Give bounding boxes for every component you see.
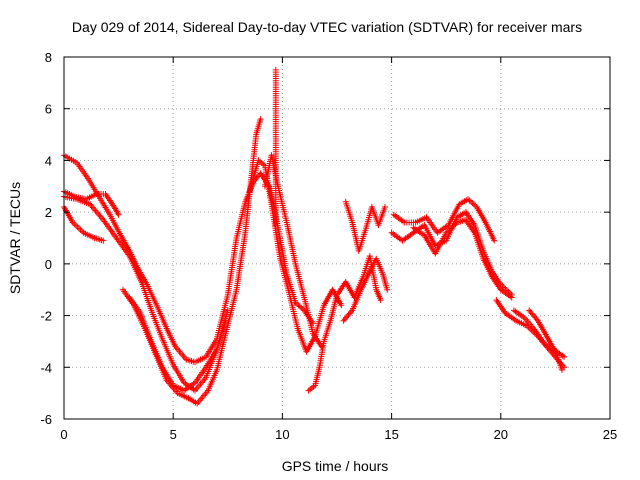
series-track-spike (272, 66, 279, 229)
series-track-n (410, 216, 515, 301)
x-axis-label: GPS time / hours (282, 458, 389, 474)
series-track-j (340, 255, 391, 324)
x-tick-label: 25 (603, 427, 617, 442)
y-tick-label: -4 (40, 360, 52, 375)
plot-frame (63, 56, 611, 420)
data-points (61, 66, 568, 407)
x-tick-label: 20 (494, 427, 508, 442)
y-axis-ticks: -6 -4 -2 0 2 4 6 8 (40, 50, 610, 427)
x-tick-label: 0 (60, 427, 67, 442)
x-tick-label: 10 (275, 427, 289, 442)
series-track-i (305, 253, 384, 394)
series-track-c (61, 204, 107, 244)
y-axis-label: SDTVAR / TECUs (7, 182, 23, 294)
x-tick-label: 15 (384, 427, 398, 442)
y-tick-label: 8 (45, 50, 52, 65)
marker-trace (61, 204, 107, 244)
chart-title: Day 029 of 2014, Sidereal Day-to-day VTE… (72, 19, 582, 35)
y-tick-label: 4 (45, 153, 52, 168)
y-tick-label: 6 (45, 102, 52, 117)
x-tick-label: 5 (170, 427, 177, 442)
y-tick-label: -6 (40, 412, 52, 427)
series-track-k (342, 198, 388, 254)
y-tick-label: -2 (40, 309, 52, 324)
series-track-f (126, 294, 229, 394)
series-track-l (390, 196, 498, 244)
series-track-q (526, 307, 565, 373)
grid (64, 57, 610, 419)
marker-trace (510, 307, 568, 360)
x-axis-ticks: 0 5 10 15 20 25 (60, 57, 617, 442)
y-tick-label: 2 (45, 205, 52, 220)
marker-trace (342, 198, 388, 254)
series-track-p (510, 307, 568, 360)
marker-trace (526, 307, 565, 373)
y-tick-label: 0 (45, 257, 52, 272)
